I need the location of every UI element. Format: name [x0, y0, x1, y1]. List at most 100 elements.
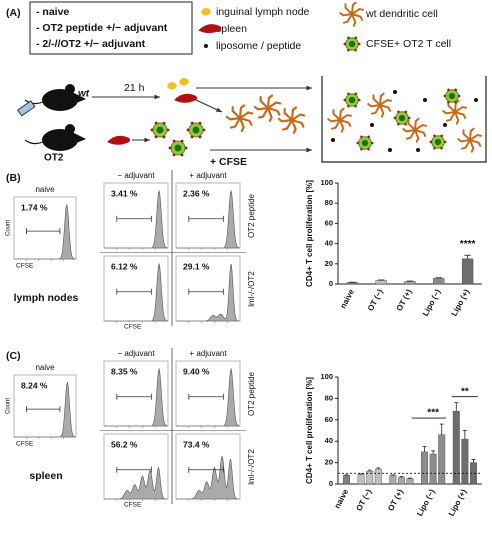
t-cell-receptor — [154, 121, 158, 125]
x-tick-label: Lipo (+) — [450, 287, 472, 317]
culture-well — [321, 76, 487, 163]
gate-percent: 8.24 % — [21, 380, 48, 390]
legend-text: inguinal lymph node — [216, 6, 310, 18]
t-cell-receptor — [454, 88, 457, 92]
x-tick-label: OT (−) — [354, 487, 373, 512]
legend-text: liposome / peptide — [216, 40, 301, 52]
t-cell-receptor — [166, 128, 170, 132]
dendritic-cell-icon — [442, 99, 467, 125]
t-cell-receptor — [393, 116, 397, 120]
t-cell-receptor — [443, 94, 447, 98]
tissue-label: lymph nodes — [14, 292, 79, 304]
panel-label: (A) — [6, 7, 21, 19]
t-cell-receptor — [440, 134, 443, 138]
t-cell-receptor — [447, 88, 450, 91]
conditions-box — [29, 1, 193, 55]
bar — [461, 438, 469, 485]
t-cell-receptor — [457, 94, 461, 98]
t-cell-receptor — [150, 128, 154, 132]
histogram — [104, 466, 168, 500]
t-cell-receptor — [184, 146, 188, 150]
x-tick-label: OT (+) — [386, 487, 405, 512]
plot-title: naive — [35, 363, 55, 372]
bar — [346, 282, 359, 285]
y-tick-label: 40 — [325, 239, 333, 248]
liposome-icon — [443, 123, 447, 127]
bar — [404, 281, 416, 285]
t-cell-receptor — [443, 140, 447, 144]
mouse-tail — [24, 99, 44, 105]
significance: **** — [460, 239, 476, 250]
histogram — [176, 367, 241, 427]
liposome-icon — [370, 123, 374, 127]
arrow-head — [306, 85, 312, 91]
dendritic-cell-icon — [457, 127, 482, 153]
x-tick-label: naive — [338, 287, 356, 310]
significance: ** — [461, 386, 469, 397]
gate-percent: 8.35 % — [111, 366, 138, 376]
mouse-ear — [65, 124, 75, 134]
bar — [429, 453, 437, 485]
t-cell-nucleus — [434, 138, 442, 146]
t-cell-receptor — [354, 48, 357, 52]
gate-percent: 6.12 % — [111, 261, 138, 271]
bar — [438, 434, 446, 485]
mouse-head — [72, 92, 86, 104]
step-label: 21 h — [124, 82, 145, 94]
axis-label: CFSE — [124, 324, 142, 331]
t-cell-receptor — [397, 122, 400, 126]
t-cell-receptor — [347, 48, 350, 52]
gate-percent: 2.36 % — [183, 188, 210, 198]
t-cell-nucleus — [348, 96, 356, 104]
y-tick-label: 20 — [325, 458, 333, 467]
t-cell-receptor — [433, 134, 436, 137]
liposome-icon — [393, 90, 397, 94]
x-tick-label: naive — [333, 487, 351, 510]
dendritic-cell-icon — [327, 107, 352, 133]
mouse-ear — [65, 84, 75, 94]
t-cell-nucleus — [348, 40, 356, 48]
gate-percent: 1.74 % — [21, 202, 48, 212]
bar — [343, 475, 351, 485]
y-tick-label: 20 — [325, 259, 333, 268]
x-tick-label: Lipo (−) — [421, 287, 443, 317]
bar — [433, 278, 445, 285]
x-tick-label: OT (+) — [395, 287, 414, 312]
t-cell-receptor — [190, 135, 194, 139]
t-cell-receptor — [190, 121, 194, 125]
y-tick-label: 100 — [320, 178, 333, 187]
t-cell-receptor — [180, 153, 184, 157]
t-cell-receptor — [198, 121, 202, 125]
row-label: lml-/-/OT2 — [247, 271, 256, 307]
gate-percent: 3.41 % — [111, 188, 138, 198]
y-tick-label: 100 — [320, 372, 333, 381]
dendritic-cell-icon — [402, 117, 427, 143]
t-cell-receptor — [360, 135, 363, 138]
t-cell-nucleus — [361, 139, 369, 147]
bar — [397, 477, 405, 485]
row-label: OT2 peptide — [247, 193, 256, 238]
t-cell-receptor — [367, 147, 370, 151]
panel-label: (C) — [6, 350, 21, 362]
dendritic-cell-icon — [253, 94, 282, 122]
gate-percent: 29.1 % — [183, 261, 210, 271]
t-cell-nucleus — [398, 114, 406, 122]
t-cell-receptor — [186, 128, 190, 132]
y-tick-label: 80 — [325, 393, 333, 402]
t-cell-receptor — [172, 139, 176, 143]
step-label: + CFSE — [210, 156, 247, 168]
liposome-icon — [204, 44, 208, 48]
t-cell-receptor — [168, 146, 172, 150]
gate-percent: 73.4 % — [183, 439, 210, 449]
legend-text: wt dendritic cell — [365, 8, 438, 20]
t-cell-nucleus — [156, 126, 164, 134]
condition: - OT2 peptide +/− adjuvant — [36, 22, 168, 34]
arrow-head — [144, 137, 150, 143]
legend-text: CFSE+ OT2 T cell — [366, 38, 451, 50]
condition: - naive — [36, 6, 69, 18]
x-tick-label: OT (−) — [366, 287, 385, 312]
gate-percent: 56.2 % — [111, 439, 138, 449]
y-tick-label: 40 — [325, 436, 333, 445]
t-cell-nucleus — [192, 126, 200, 134]
